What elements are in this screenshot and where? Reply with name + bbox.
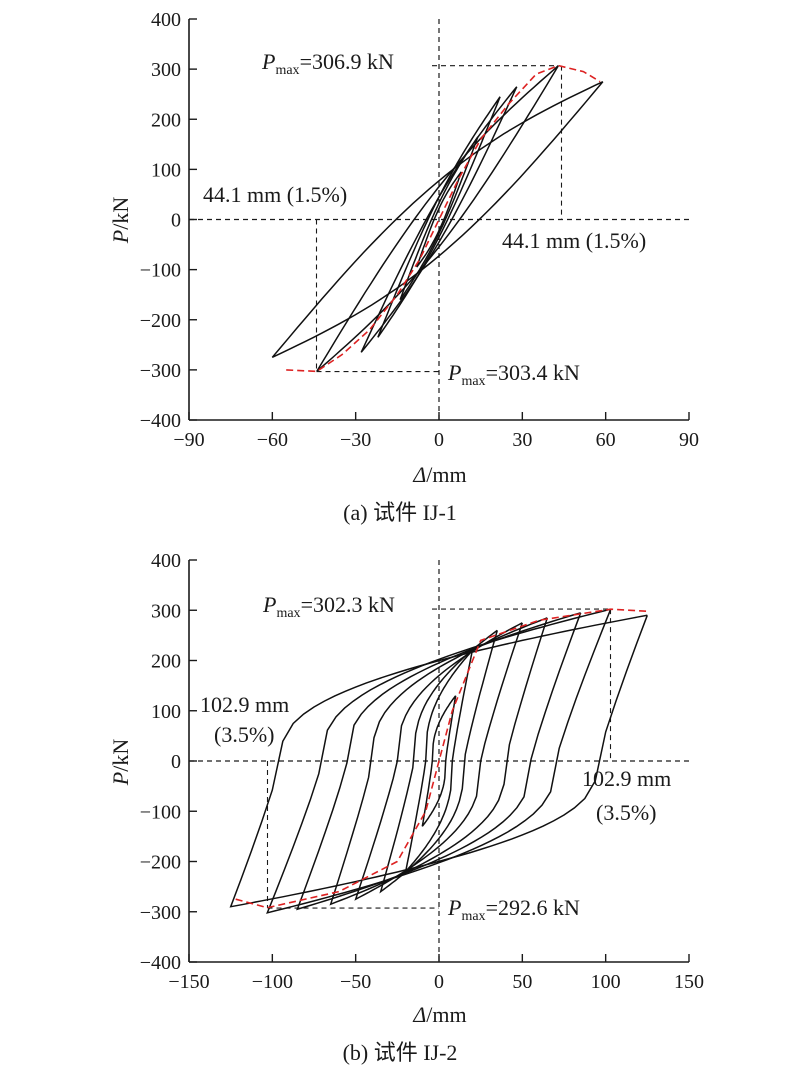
panel-a-y-axis-label: P/kN	[108, 197, 133, 245]
panel-a-y-tick-label: −400	[140, 410, 181, 432]
panel-b-hysteresis-loop-1	[421, 695, 457, 827]
panel-a-x-tick-label: 90	[679, 429, 699, 451]
panel-b-x-tick-label: −150	[168, 971, 209, 993]
panel-a-hysteresis-loop-2	[399, 136, 479, 301]
panel-a-y-tick-label: 300	[151, 59, 181, 81]
panel-b-y-tick-label: −300	[140, 902, 181, 924]
panel-a-y-tick-label: −300	[140, 360, 181, 382]
panel-a-pmax-pos-label: Pmax=306.9 kN	[261, 49, 394, 78]
panel-b-hysteresis-loop-3	[379, 629, 499, 894]
panel-a-skeleton-curve	[286, 64, 601, 373]
panel-b-x-tick-label: −100	[252, 971, 293, 993]
panel-a-disp-neg-label: 44.1 mm (1.5%)	[203, 182, 347, 207]
panel-b-skeleton-curve	[235, 608, 648, 909]
panel-b-hysteresis-loop-4	[354, 622, 524, 901]
panel-b-y-tick-label: 0	[171, 751, 181, 773]
panel-b-y-tick-label: −100	[140, 801, 181, 823]
panel-a-disp-pos-label: 44.1 mm (1.5%)	[502, 228, 646, 253]
panel-b-y-tick-label: 100	[151, 701, 181, 723]
panel-b-pmax-pos-label: Pmax=302.3 kN	[262, 592, 395, 621]
panel-b-y-tick-label: −400	[140, 952, 181, 974]
panel-a-x-tick-label: −90	[173, 429, 204, 451]
panel-b-y-tick-label: −200	[140, 852, 181, 874]
panel-a-hysteresis-loop-1	[416, 171, 462, 268]
panel-b-x-tick-label: −50	[340, 971, 371, 993]
panel-b-y-tick-label: 200	[151, 651, 181, 673]
panel-b-plot-area: −400 −300 −200 −100 0 100 200 300 400 −150 −100 −50…	[140, 550, 704, 993]
panel-a-x-axis-label: Δ/mm	[412, 462, 466, 487]
panel-b-y-tick-label: 400	[151, 550, 181, 572]
panel-a-x-tick-label: 30	[512, 429, 532, 451]
panel-a-x-tick-label: −60	[257, 429, 288, 451]
panel-a-y-tick-label: 100	[151, 159, 181, 181]
panel-b-y-axis-label: P/kN	[108, 739, 133, 787]
panel-a-y-tick-label: −100	[140, 260, 181, 282]
panel-b-x-tick-label: 150	[674, 971, 704, 993]
panel-b-caption: (b) 试件 IJ-2	[343, 1040, 458, 1065]
panel-a-hysteresis-loop-5	[316, 65, 560, 372]
panel-b-disp-neg-label-1: 102.9 mm	[200, 692, 289, 717]
panel-b-pmax-neg-label: Pmax=292.6 kN	[447, 895, 580, 924]
panel-b-disp-pos-label-2: (3.5%)	[596, 800, 656, 825]
panel-b-x-tick-label: 100	[591, 971, 621, 993]
panel-b-hysteresis-loop-8	[229, 614, 649, 908]
panel-b-x-axis-label: Δ/mm	[412, 1002, 466, 1027]
panel-a-pmax-neg-label: Pmax=303.4 kN	[447, 360, 580, 389]
panel-a-x-tick-label: 0	[434, 429, 444, 451]
panel-a-x-tick-label: 60	[596, 429, 616, 451]
panel-a-caption: (a) 试件 IJ-1	[343, 500, 457, 525]
panel-b-y-tick-label: 300	[151, 600, 181, 622]
panel-b-x-tick-label: 50	[512, 971, 532, 993]
panel-a-y-tick-label: 200	[151, 109, 181, 131]
panel-b-disp-pos-label-1: 102.9 mm	[582, 766, 671, 791]
panel-b-chart: −400 −300 −200 −100 0 100 200 300 400 −150 −100 −50…	[108, 550, 704, 1065]
panel-a-hysteresis-loop-3	[377, 96, 501, 338]
panel-a-y-tick-label: 0	[171, 210, 181, 232]
panel-b-disp-neg-label-2: (3.5%)	[214, 722, 274, 747]
panel-a-x-tick-label: −30	[340, 429, 371, 451]
panel-a-y-tick-label: 400	[151, 9, 181, 31]
panel-b-x-tick-label: 0	[434, 971, 444, 993]
panel-a-y-tick-label: −200	[140, 310, 181, 332]
panel-b-hysteresis-loop-7	[266, 608, 612, 914]
panel-a-hysteresis-loop-6	[271, 81, 604, 358]
